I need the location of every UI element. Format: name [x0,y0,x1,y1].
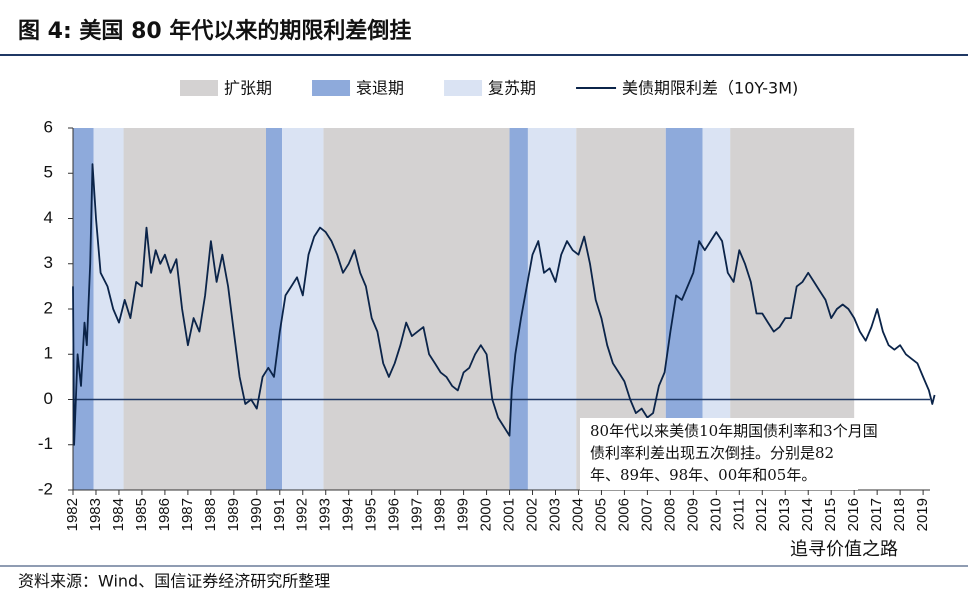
x-tick-label: 1995 [363,498,380,531]
y-tick-label: 0 [44,389,53,408]
y-tick-label: 6 [44,117,53,136]
legend-swatch [444,80,483,96]
x-tick-label: 1991 [271,498,288,531]
x-tick-label: 2014 [799,498,816,531]
x-tick-label: 1982 [64,498,81,531]
source: 资料来源：Wind、国信证券经济研究所整理 [18,572,330,591]
y-tick-label: 4 [44,208,53,227]
x-tick-label: 2017 [868,498,885,531]
x-tick-label: 2000 [478,498,495,531]
x-tick-label: 1992 [294,498,311,531]
x-tick-label: 2018 [891,498,908,531]
x-tick-label: 1997 [409,498,426,531]
annotation: 年、89年、98年、00年和05年。 [590,466,816,484]
spread-line [72,163,936,446]
x-tick-label: 1985 [133,498,150,531]
period-band [265,128,283,490]
x-tick-label: 2010 [707,498,724,531]
x-tick-label: 2011 [730,498,747,530]
legend-swatch [180,80,218,96]
x-tick-label: 1999 [455,498,472,531]
x-tick-label: 2008 [661,498,678,531]
x-tick-label: 2004 [569,498,586,531]
period-band [527,128,577,490]
x-tick-label: 2012 [753,498,770,531]
y-tick-label: 3 [44,253,53,272]
chart-title: 图 4: 美国 80 年代以来的期限利差倒挂 [18,18,411,44]
x-tick-label: 1988 [202,498,219,531]
x-tick-label: 2007 [638,498,655,531]
x-tick-label: 1984 [110,498,127,531]
period-band [282,128,324,490]
x-tick-label: 1998 [432,498,449,531]
x-tick-label: 2013 [776,498,793,531]
legend-label: 衰退期 [356,79,404,98]
x-tick-label: 1989 [225,498,242,531]
legend-label: 复苏期 [488,79,536,98]
x-tick-label: 1996 [386,498,403,531]
period-band [123,128,266,490]
watermark: 追寻价值之路 [790,539,898,560]
x-tick-label: 2016 [845,498,862,531]
x-tick-label: 2002 [523,498,540,531]
y-tick-label: 2 [44,298,53,317]
annotation: 80年代以来美债10年期国债利率和3个月国 [590,422,878,440]
y-tick-label: 5 [44,163,53,182]
x-tick-label: 2009 [684,498,701,531]
x-tick-label: 2003 [546,498,563,531]
y-tick-label: -1 [38,434,53,453]
x-tick-label: 2001 [501,498,518,531]
x-tick-label: 1986 [156,498,173,531]
x-tick-label: 2019 [914,498,931,531]
annotation: 债利率利差出现五次倒挂。分别是82 [590,444,834,462]
y-tick-label: 1 [44,344,53,363]
x-tick-label: 1987 [179,498,196,531]
x-tick-label: 1990 [248,498,265,531]
period-band [509,128,528,490]
x-tick-label: 1994 [340,498,357,531]
legend-swatch [312,80,351,96]
annotation-box [580,418,858,490]
period-band [93,128,124,490]
legend-label: 扩张期 [224,79,272,98]
x-tick-label: 1993 [317,498,334,531]
x-tick-label: 2006 [615,498,632,531]
x-tick-label: 2005 [592,498,609,531]
x-tick-label: 2015 [822,498,839,531]
x-tick-label: 1983 [87,498,104,531]
y-tick-label: -2 [38,479,53,498]
period-band [323,128,510,490]
period-band [73,128,94,490]
legend-label: 美债期限利差（10Y-3M) [622,79,798,98]
